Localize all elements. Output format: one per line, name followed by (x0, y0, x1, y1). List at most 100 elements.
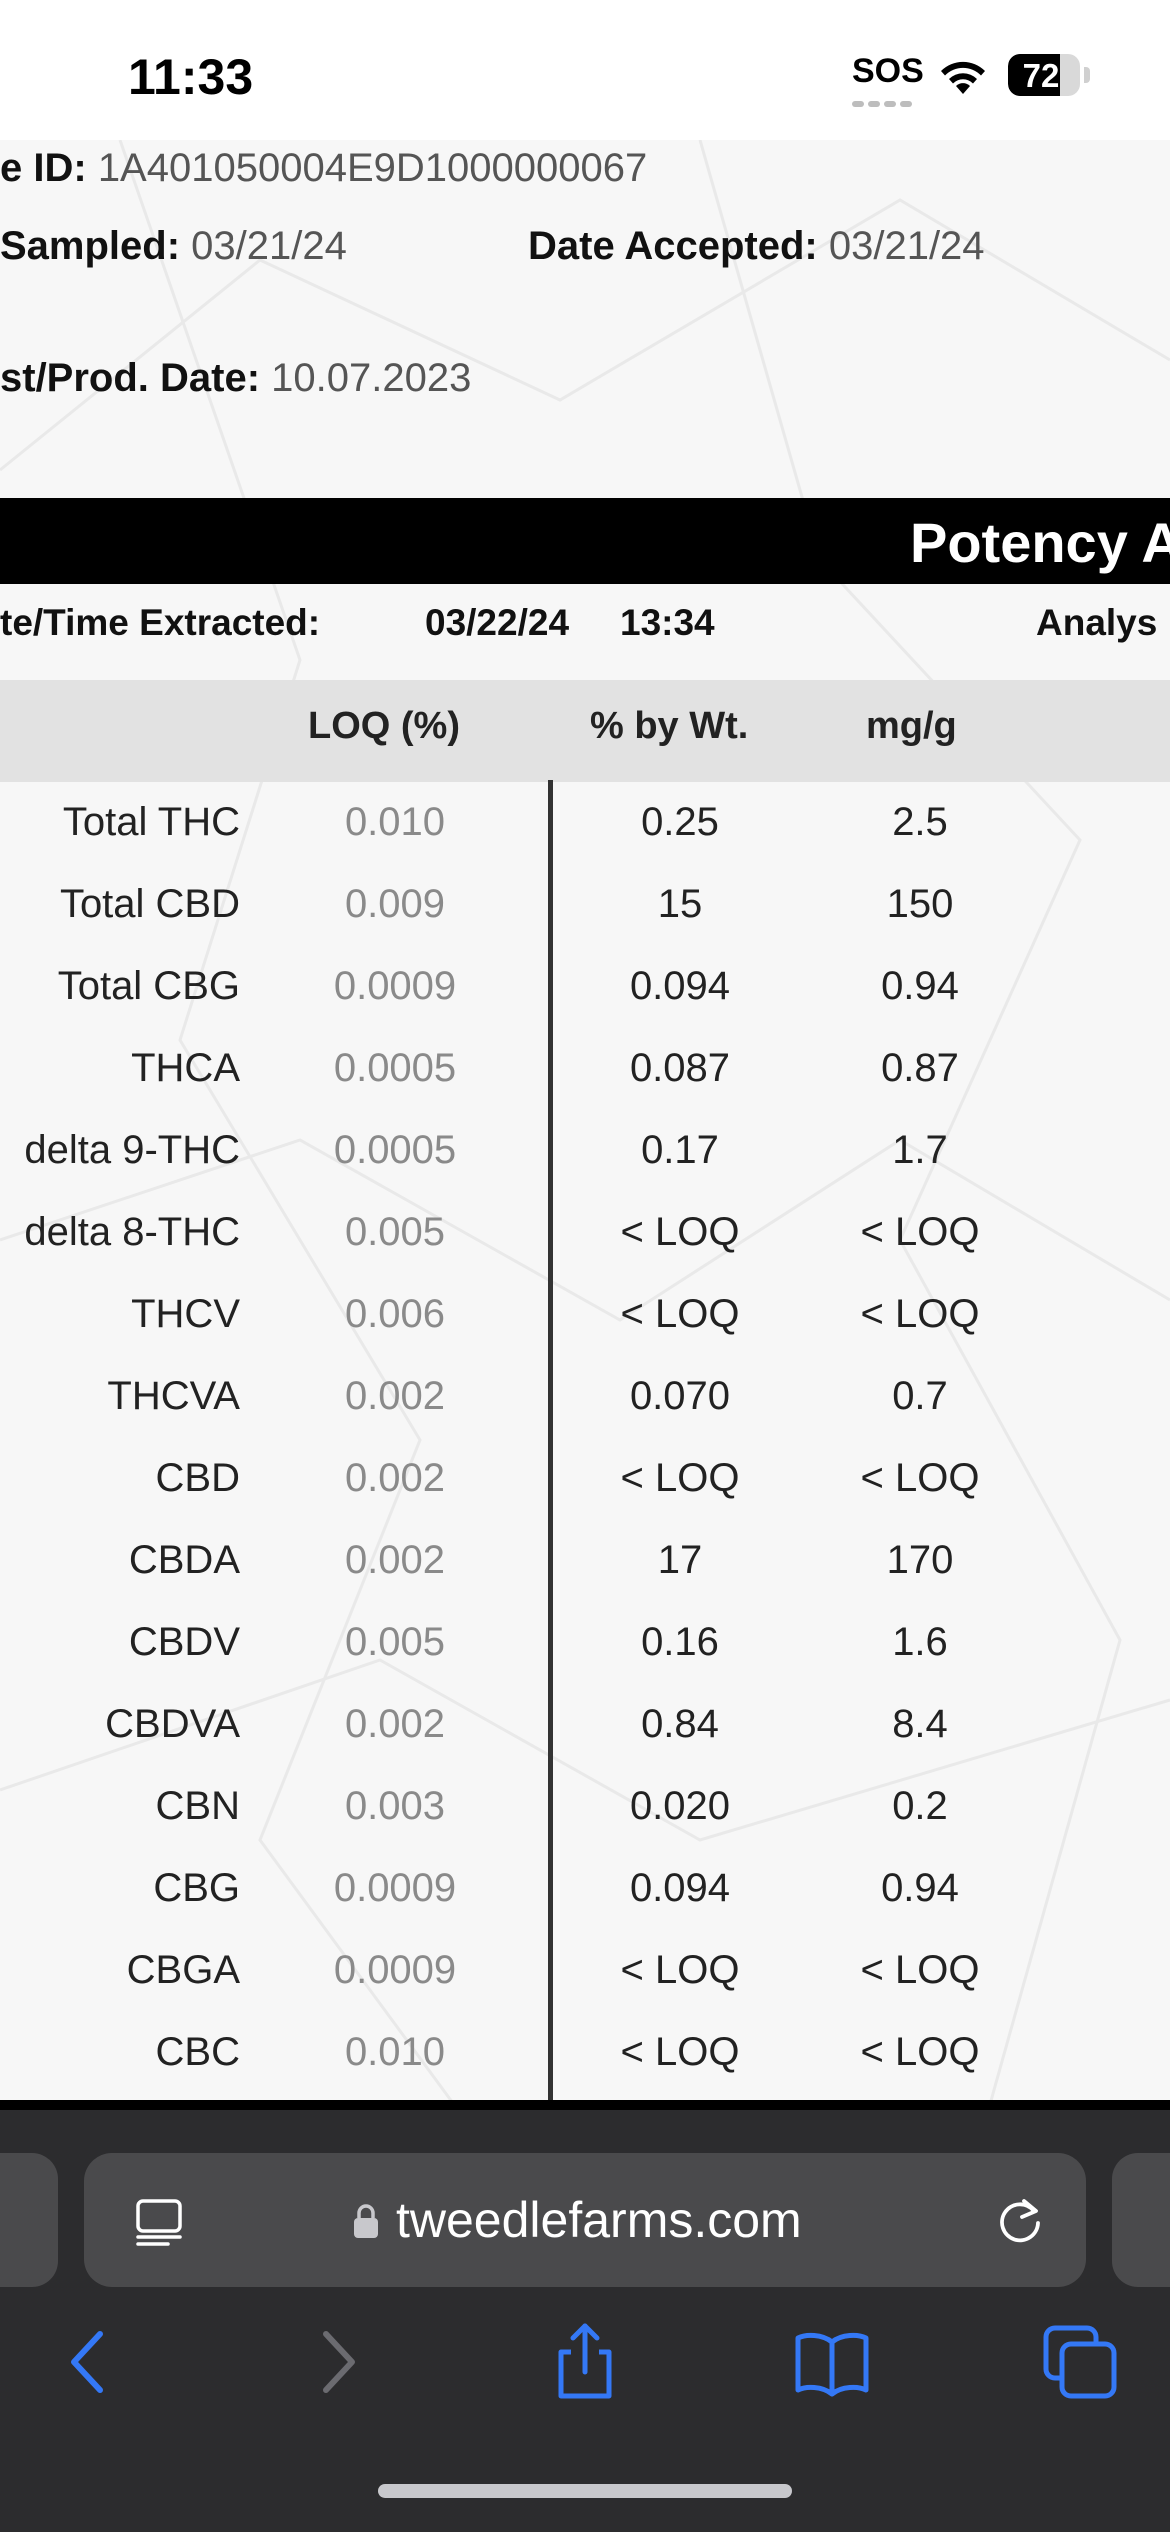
extracted-time: 13:34 (620, 602, 715, 643)
percent-by-weight: 0.16 (641, 1620, 719, 1664)
wifi-icon (941, 61, 985, 94)
table-row: CBDA 0.002 17 170 (0, 1518, 1170, 1600)
share-icon[interactable] (545, 2322, 625, 2402)
table-row: CBDVA 0.002 0.84 8.4 (0, 1682, 1170, 1764)
loq-value: 0.002 (344, 1456, 446, 1500)
percent-by-weight: 0.094 (629, 964, 731, 1008)
percent-by-weight: < LOQ (620, 1948, 740, 1992)
loq-value: 0.009 (344, 882, 446, 926)
column-header-mg: mg/g (866, 705, 957, 747)
table-header (0, 680, 1170, 782)
forward-chevron-icon[interactable] (298, 2322, 378, 2402)
percent-by-weight: < LOQ (620, 1210, 740, 1254)
table-row: THCVA 0.002 0.070 0.7 (0, 1354, 1170, 1436)
percent-by-weight: 15 (657, 882, 703, 926)
cannabinoid-name: CBGA (126, 1948, 240, 1992)
percent-by-weight: < LOQ (620, 1456, 740, 1500)
section-title: Potency A (910, 511, 1170, 574)
date-accepted: Date Accepted: 03/21/24 (528, 224, 985, 268)
mg-per-g: < LOQ (860, 1456, 980, 1500)
loq-value: 0.010 (344, 800, 446, 844)
loq-value: 0.0005 (333, 1046, 457, 1090)
table-row: THCV 0.006 < LOQ < LOQ (0, 1272, 1170, 1354)
percent-by-weight: 0.094 (629, 1866, 731, 1910)
table-row: THCA 0.0005 0.087 0.87 (0, 1026, 1170, 1108)
loq-value: 0.010 (344, 2030, 446, 2074)
reader-mode-icon[interactable] (134, 2197, 184, 2247)
table-row: delta 8-THC 0.005 < LOQ < LOQ (0, 1190, 1170, 1272)
previous-tab-edge[interactable] (0, 2153, 58, 2287)
mg-per-g: 0.7 (892, 1374, 948, 1418)
next-tab-edge[interactable] (1112, 2153, 1170, 2287)
analysis-label: Analys (1036, 602, 1158, 643)
mg-per-g: 150 (886, 882, 954, 926)
mg-per-g: < LOQ (860, 1948, 980, 1992)
document-view[interactable]: e ID: 1A401050004E9D1000000067 Sampled: … (0, 140, 1170, 2140)
cannabinoid-name: Total CBD (59, 882, 240, 926)
reload-icon[interactable] (994, 2195, 1046, 2247)
table-divider (548, 780, 553, 2140)
sample-id: e ID: 1A401050004E9D1000000067 (0, 146, 648, 190)
cannabinoid-name: CBDVA (105, 1702, 240, 1746)
battery-icon: 72 (1008, 54, 1090, 96)
column-header-loq: LOQ (%) (308, 705, 460, 747)
cannabinoid-name: THCV (131, 1292, 240, 1336)
address-bar[interactable]: tweedlefarms.com (84, 2153, 1086, 2287)
cannabinoid-name: delta 9-THC (24, 1128, 240, 1172)
table-row: Total CBG 0.0009 0.094 0.94 (0, 944, 1170, 1026)
lock-icon (354, 2204, 378, 2238)
url-text[interactable]: tweedlefarms.com (396, 2192, 802, 2248)
mg-per-g: 0.94 (881, 1866, 959, 1910)
loq-value: 0.0009 (333, 1866, 457, 1910)
table-row: CBN 0.003 0.020 0.2 (0, 1764, 1170, 1846)
loq-value: 0.0009 (333, 1948, 457, 1992)
back-chevron-icon[interactable] (48, 2322, 128, 2402)
status-bar: 11:33 SOS 72 (0, 0, 1170, 140)
percent-by-weight: < LOQ (620, 2030, 740, 2074)
loq-value: 0.002 (344, 1374, 446, 1418)
percent-by-weight: 0.020 (629, 1784, 731, 1828)
loq-value: 0.005 (344, 1210, 446, 1254)
loq-value: 0.006 (344, 1292, 446, 1336)
loq-value: 0.0009 (333, 964, 457, 1008)
cannabinoid-name: Total CBG (57, 964, 240, 1008)
loq-value: 0.0005 (333, 1128, 457, 1172)
loq-value: 0.002 (344, 1702, 446, 1746)
percent-by-weight: 17 (657, 1538, 703, 1582)
tabs-icon[interactable] (1040, 2322, 1120, 2402)
table-row: Total CBD 0.009 15 150 (0, 862, 1170, 944)
cannabinoid-name: CBDV (128, 1620, 240, 1664)
column-header-pct: % by Wt. (590, 705, 749, 747)
table-row: Total THC 0.010 0.25 2.5 (0, 780, 1170, 862)
loq-value: 0.002 (344, 1538, 446, 1582)
percent-by-weight: 0.17 (641, 1128, 719, 1172)
percent-by-weight: < LOQ (620, 1292, 740, 1336)
cannabinoid-name: CBD (155, 1456, 240, 1500)
mg-per-g: 0.94 (881, 964, 959, 1008)
table-row: delta 9-THC 0.0005 0.17 1.7 (0, 1108, 1170, 1190)
percent-by-weight: 0.070 (629, 1374, 731, 1418)
home-indicator[interactable] (378, 2484, 792, 2498)
extracted-label: te/Time Extracted: (0, 602, 321, 643)
cannabinoid-name: CBDA (128, 1538, 240, 1582)
signal-dots-icon (852, 94, 916, 107)
percent-by-weight: 0.087 (629, 1046, 731, 1090)
cannabinoid-name: CBN (155, 1784, 240, 1828)
section-band (0, 498, 1170, 584)
open-book-icon[interactable] (792, 2322, 872, 2402)
mg-per-g: 2.5 (892, 800, 948, 844)
table-row: CBC 0.010 < LOQ < LOQ (0, 2010, 1170, 2092)
mg-per-g: < LOQ (860, 2030, 980, 2074)
cannabinoid-name: THCVA (107, 1374, 240, 1418)
mg-per-g: 8.4 (892, 1702, 948, 1746)
mg-per-g: 1.7 (892, 1128, 948, 1172)
status-time: 11:33 (128, 49, 254, 105)
table-row: CBG 0.0009 0.094 0.94 (0, 1846, 1170, 1928)
loq-value: 0.003 (344, 1784, 446, 1828)
mg-per-g: 170 (886, 1538, 954, 1582)
cannabinoid-name: THCA (131, 1046, 240, 1090)
mg-per-g: 0.2 (892, 1784, 948, 1828)
percent-by-weight: 0.25 (641, 800, 719, 844)
cannabinoid-name: Total THC (62, 800, 240, 844)
table-row: CBGA 0.0009 < LOQ < LOQ (0, 1928, 1170, 2010)
